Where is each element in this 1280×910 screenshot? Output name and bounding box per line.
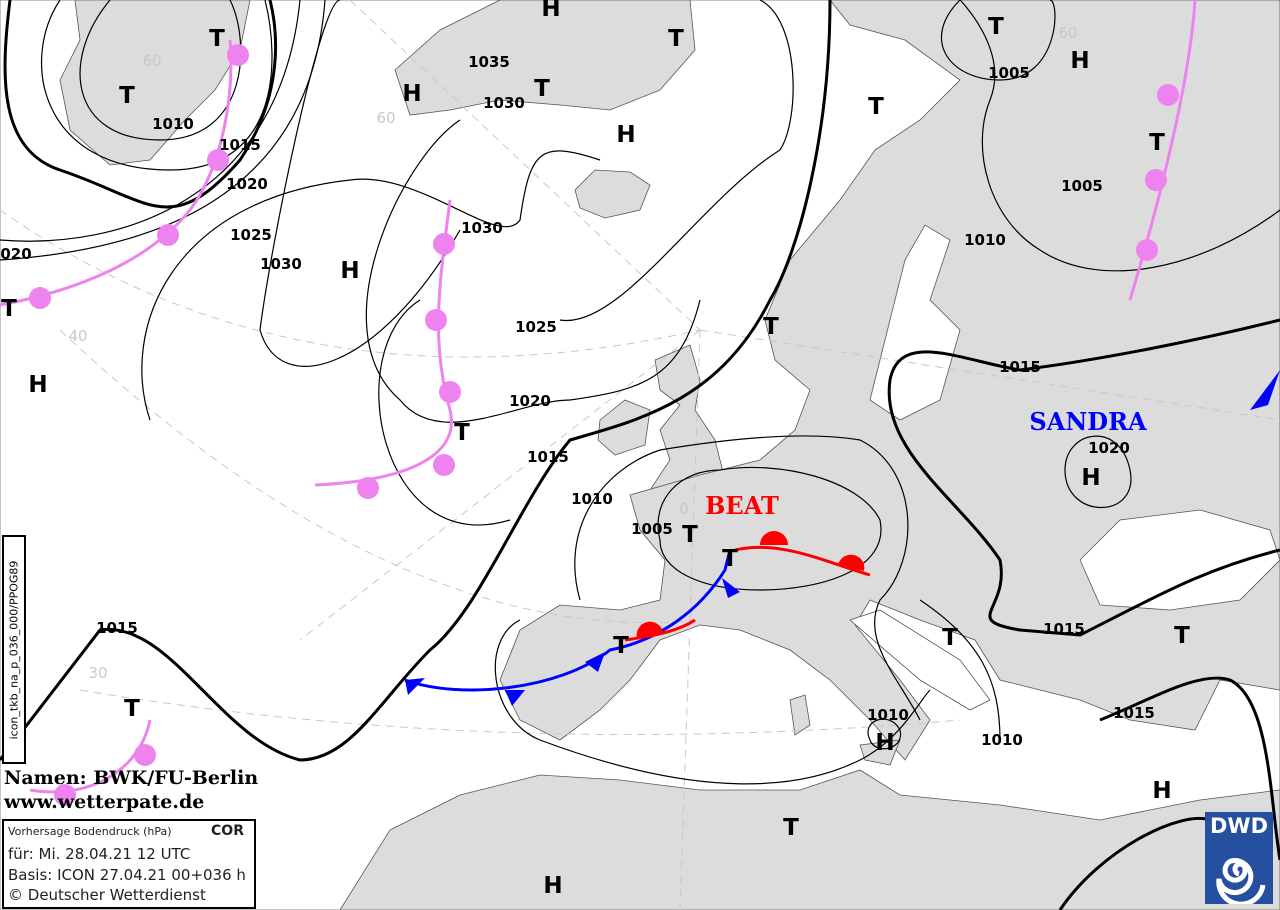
model-basis: Basis: ICON 27.04.21 00+036 h xyxy=(8,866,246,884)
pressure-centers: H T T H T H T H H T T H H T T T T T T T … xyxy=(1,0,1190,899)
svg-text:30: 30 xyxy=(88,664,107,682)
isobar-label: 1010 xyxy=(867,706,909,724)
latitude-labels: 60 60 40 30 60 0 xyxy=(68,24,1077,682)
low-center: T xyxy=(763,314,779,340)
land-greenland xyxy=(394,0,696,116)
high-center: H xyxy=(1070,48,1089,74)
high-center: H xyxy=(541,0,560,22)
high-center: H xyxy=(875,730,894,756)
low-center: T xyxy=(119,83,135,109)
isobar-label: 1035 xyxy=(468,53,510,71)
isobar-label: 020 xyxy=(0,245,31,263)
low-center: T xyxy=(682,522,698,548)
land-africa xyxy=(339,769,1280,910)
isobar-label: 1015 xyxy=(96,619,138,637)
isobar-label: 1025 xyxy=(515,318,557,336)
low-center: T xyxy=(534,76,550,102)
isobar-label: 1005 xyxy=(988,64,1030,82)
high-center: H xyxy=(402,81,421,107)
cor-flag: COR xyxy=(211,823,244,839)
isobar-label: 1025 xyxy=(230,226,272,244)
svg-text:0: 0 xyxy=(679,500,689,518)
low-center: T xyxy=(124,696,140,722)
isobar-label: 1030 xyxy=(260,255,302,273)
land-canada xyxy=(59,0,251,166)
name-credit: Namen: BWK/FU-Berlin www.wetterpate.de xyxy=(4,766,258,814)
svg-text:40: 40 xyxy=(68,327,87,345)
dwd-logo: DWD xyxy=(1205,812,1273,904)
land-ireland xyxy=(597,399,651,456)
isobar-label: 1010 xyxy=(571,490,613,508)
storm-names: BEAT SANDRA xyxy=(705,407,1147,520)
high-center: H xyxy=(28,372,47,398)
high-center: H xyxy=(616,122,635,148)
low-center: T xyxy=(209,26,225,52)
warm-front-beat xyxy=(624,545,871,642)
low-center: T xyxy=(868,94,884,120)
isobar-label: 1020 xyxy=(1088,439,1130,457)
high-center: H xyxy=(340,258,359,284)
occlusion-front-atlantic xyxy=(314,199,453,487)
low-center: T xyxy=(1149,130,1165,156)
isobar-label: 1005 xyxy=(631,520,673,538)
isobar-label: 1010 xyxy=(964,231,1006,249)
copyright: © Deutscher Wetterdienst xyxy=(8,886,206,904)
info-title: Vorhersage Bodendruck (hPa) xyxy=(8,825,172,838)
storm-name-sandra: SANDRA xyxy=(1029,407,1147,436)
low-center: T xyxy=(1,296,17,322)
low-center: T xyxy=(988,14,1004,40)
land-iceland xyxy=(574,169,651,219)
cold-front-iberia xyxy=(404,549,732,692)
storm-name-beat: BEAT xyxy=(705,491,779,520)
occlusion-front-nw xyxy=(0,39,233,307)
product-code-box: icon_tkb_na_p_036_000/PPOG89 xyxy=(2,535,26,764)
low-center: T xyxy=(613,633,629,659)
isobar-label: 1030 xyxy=(483,94,525,112)
isobar-labels: 1035 1030 1010 1015 1020 1025 1030 020 1… xyxy=(0,53,1155,749)
fronts xyxy=(0,0,1280,806)
low-center: H xyxy=(543,873,562,899)
isobar-label: 1005 xyxy=(1061,177,1103,195)
low-center: T xyxy=(783,815,799,841)
high-center: H xyxy=(1152,778,1171,804)
forecast-info-box: Vorhersage Bodendruck (hPa) COR für: Mi.… xyxy=(2,819,256,909)
low-center: T xyxy=(1174,623,1190,649)
svg-text:60: 60 xyxy=(376,109,395,127)
isobar-label: 1020 xyxy=(509,392,551,410)
isobar-label: 1010 xyxy=(981,731,1023,749)
isobar-label: 1020 xyxy=(226,175,268,193)
low-center: T xyxy=(668,26,684,52)
isobar-label: 1015 xyxy=(999,358,1041,376)
valid-time: für: Mi. 28.04.21 12 UTC xyxy=(8,845,191,863)
isobar-label: 1015 xyxy=(219,136,261,154)
occlusion-front-sw xyxy=(29,719,152,794)
isobar-label: 1015 xyxy=(1043,620,1085,638)
product-code: icon_tkb_na_p_036_000/PPOG89 xyxy=(7,560,21,739)
low-center: T xyxy=(454,420,470,446)
website-text: www.wetterpate.de xyxy=(4,791,205,813)
isobar-label: 1030 xyxy=(461,219,503,237)
dwd-logo-text: DWD xyxy=(1209,814,1269,838)
isobar-label: 1015 xyxy=(1113,704,1155,722)
names-credit-text: Namen: BWK/FU-Berlin xyxy=(4,767,259,789)
sea-black xyxy=(1079,509,1280,611)
isobar-label: 1015 xyxy=(527,448,569,466)
sea-adriatic xyxy=(849,609,991,711)
svg-text:60: 60 xyxy=(1058,24,1077,42)
svg-text:60: 60 xyxy=(142,52,161,70)
spiral-icon xyxy=(1216,858,1266,904)
land-sardinia xyxy=(789,694,811,736)
isobar-label: 1010 xyxy=(152,115,194,133)
low-center: T xyxy=(722,546,738,572)
occlusion-front-east xyxy=(1128,0,1197,301)
low-center: T xyxy=(942,625,958,651)
high-center: H xyxy=(1081,465,1100,491)
